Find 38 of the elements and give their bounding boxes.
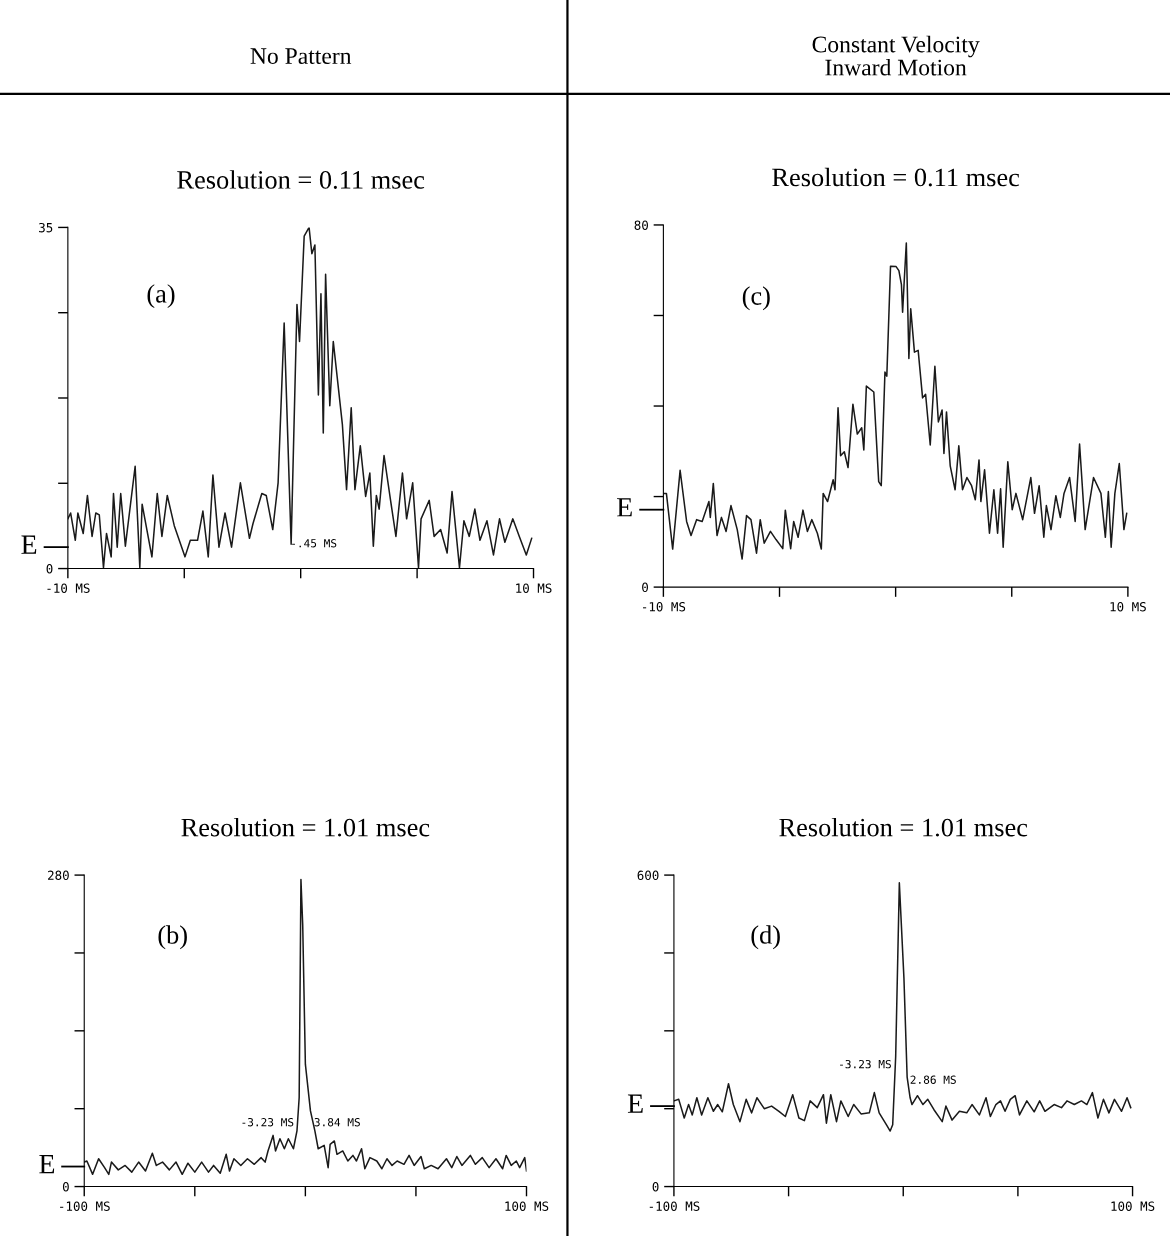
y-tick-label: 0 [642,582,648,593]
chart-title: Constant Velocity Inward Motion [812,35,980,76]
y-tick-label: 35 [39,222,53,233]
y-tick-label: 0 [62,1182,69,1192]
ref-line-label: E [617,498,632,517]
x-tick-label: -100 MS [649,1201,700,1211]
annotation: (b) [158,925,187,950]
chart-subtitle: Resolution = 0.11 msec [177,170,425,189]
annotation: (a) [147,284,175,309]
ref-line-label: E [627,1094,643,1113]
chart-title: No Pattern [250,48,352,64]
chart-title: Resolution = 1.01 msec [181,817,430,837]
line-series [673,882,1132,1132]
ref-line-label: E [39,1155,55,1174]
annotation: (c) [742,286,770,311]
y-tick-label: 80 [634,220,648,230]
y-tick-label: 280 [48,870,69,881]
ref-line-label: E [21,535,37,554]
annotation: 2.86 MS [910,1075,956,1084]
annotation: -.45 MS [292,539,337,548]
x-tick-label: 10 MS [516,583,552,593]
annotation: (d) [751,925,780,950]
x-tick-label: 10 MS [1110,601,1146,612]
chart-title: Resolution = 1.01 msec [779,817,1028,837]
chart-subtitle: Resolution = 0.11 msec [772,167,1020,187]
y-tick-label: 600 [637,870,659,881]
x-tick-label: -10 MS [47,583,90,593]
y-tick-label: 0 [652,1182,659,1192]
x-tick-label: 100 MS [505,1201,549,1211]
line-series [84,878,527,1176]
x-tick-label: -10 MS [642,601,686,612]
x-tick-label: 100 MS [1111,1201,1155,1211]
line-series [663,242,1128,560]
x-tick-label: -100 MS [60,1201,110,1211]
annotation: -3.23 MS [242,1118,294,1127]
y-tick-label: 0 [46,564,53,574]
annotation: 3.84 MS [314,1118,360,1127]
annotation: -3.23 MS [840,1059,891,1069]
